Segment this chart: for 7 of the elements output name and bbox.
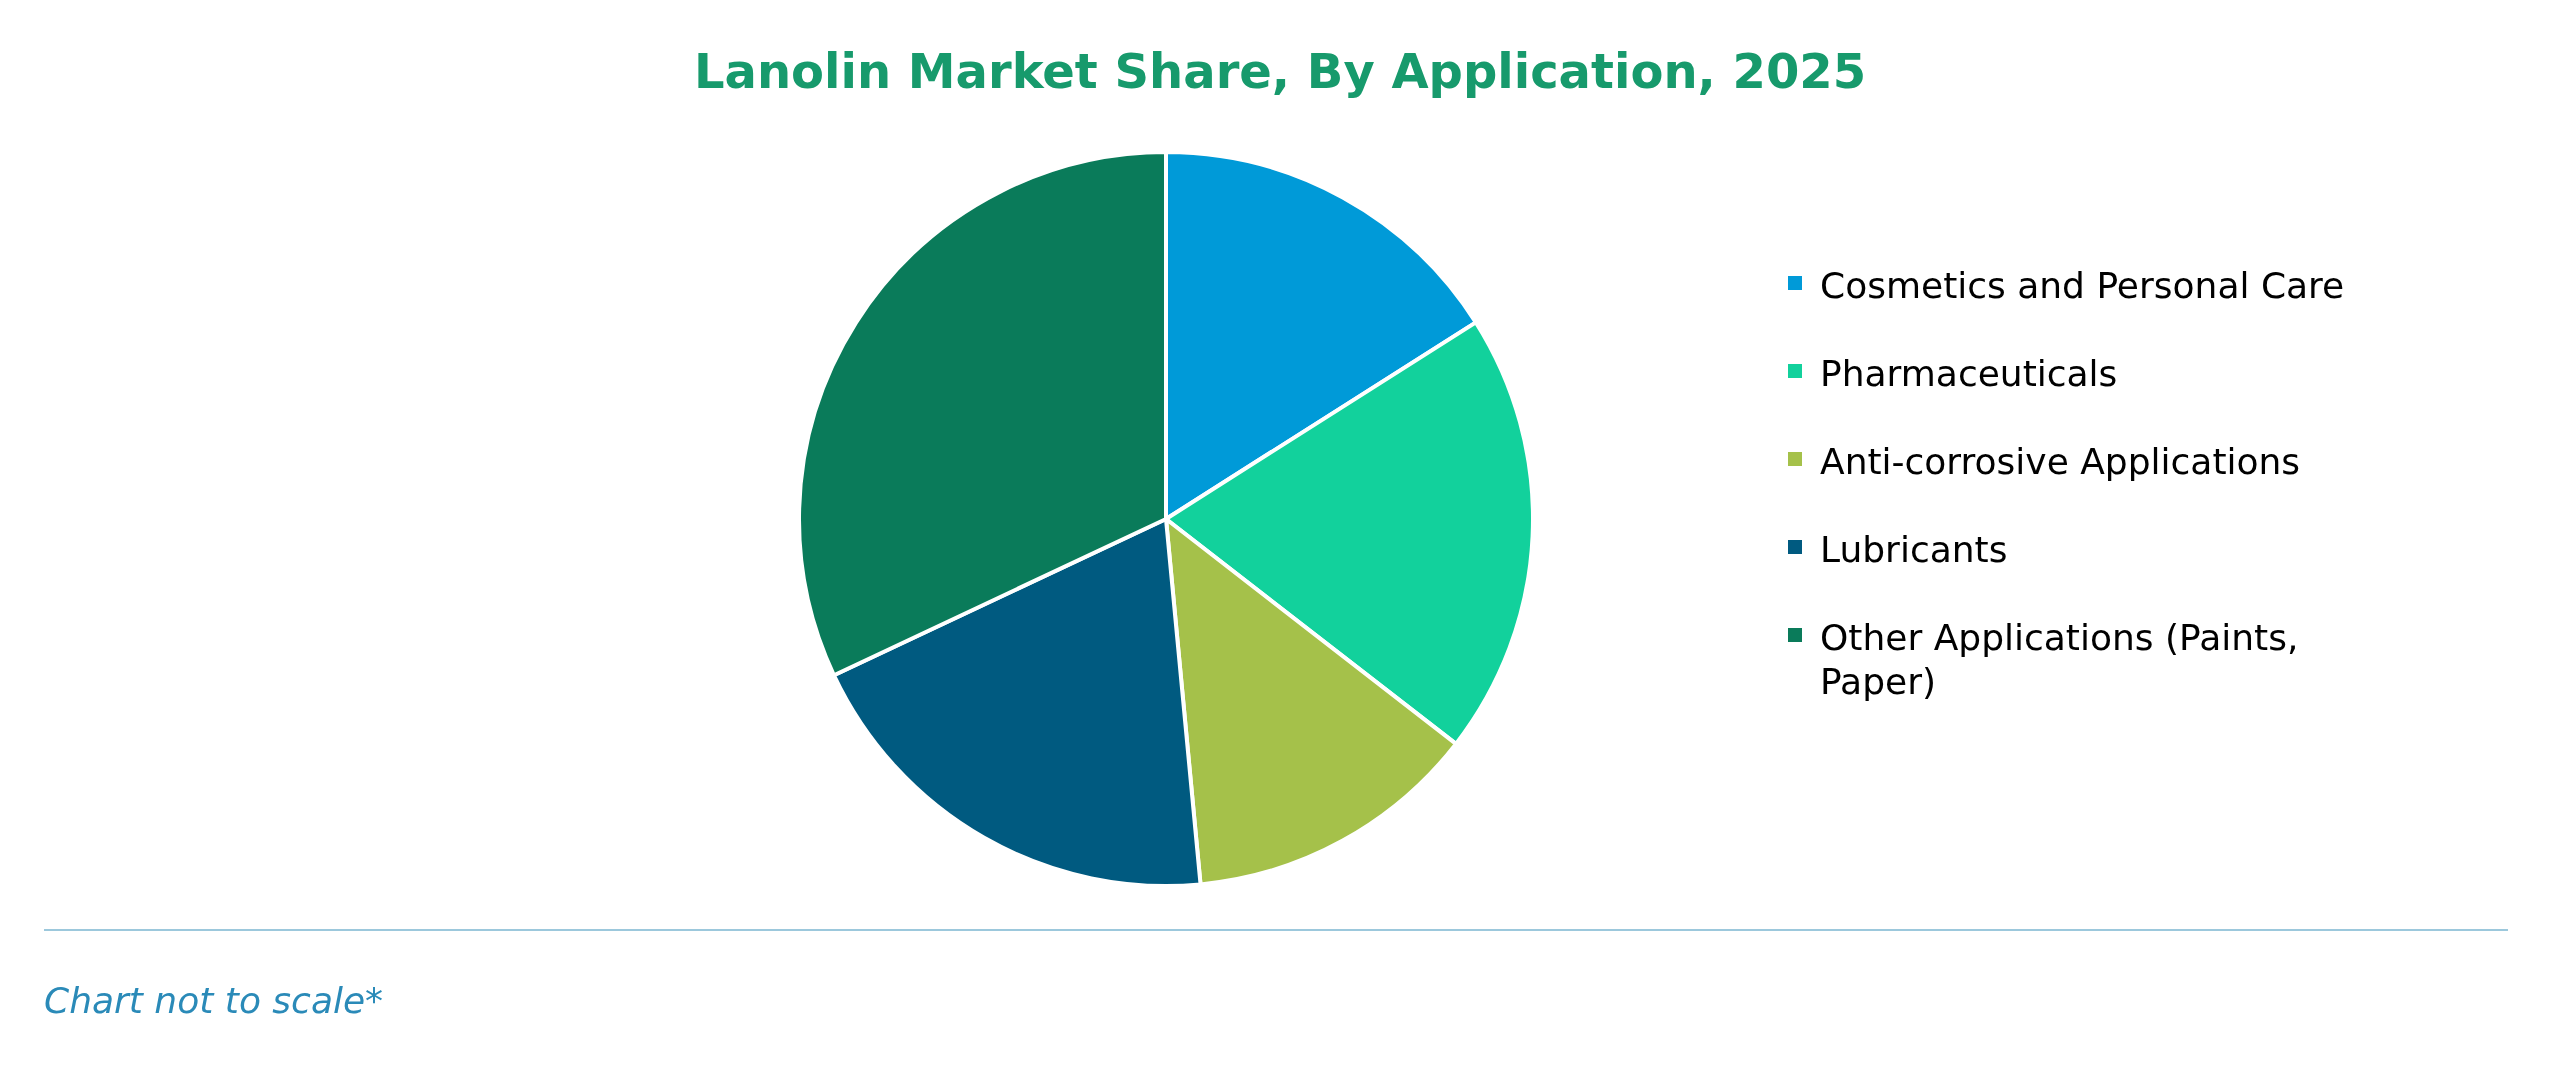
legend-label: Anti-corrosive Applications	[1820, 441, 2301, 482]
legend-label: Lubricants	[1820, 529, 2008, 570]
chart-title: Lanolin Market Share, By Application, 2025	[693, 43, 1867, 99]
legend-label: Other Applications (Paints, Paper)	[1820, 617, 2299, 702]
text: Chart not to scale*	[44, 980, 384, 1021]
legend-label: Cosmetics and Personal Care	[1820, 265, 2345, 306]
legend-label: Pharmaceuticals	[1820, 353, 2118, 394]
